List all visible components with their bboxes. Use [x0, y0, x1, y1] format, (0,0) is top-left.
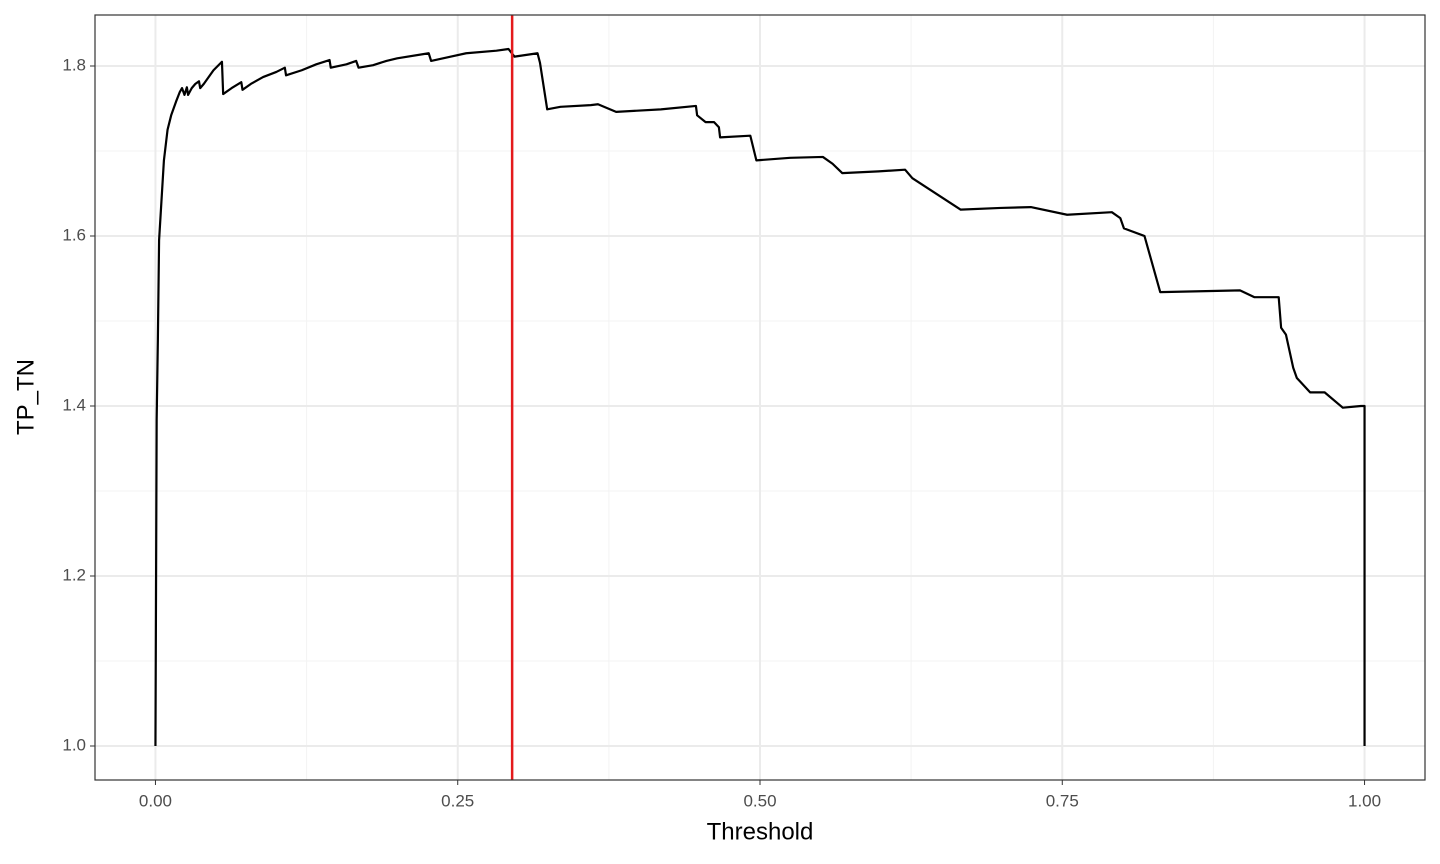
y-tick-label: 1.0 [62, 735, 86, 754]
y-tick-label: 1.4 [62, 395, 86, 414]
y-tick-label: 1.6 [62, 225, 86, 244]
x-tick-label: 0.75 [1046, 791, 1079, 810]
y-tick-label: 1.2 [62, 565, 86, 584]
x-tick-label: 0.50 [743, 791, 776, 810]
x-axis-title: Threshold [707, 818, 814, 845]
x-tick-label: 1.00 [1348, 791, 1381, 810]
x-tick-label: 0.25 [441, 791, 474, 810]
y-tick-label: 1.8 [62, 55, 86, 74]
x-tick-label: 0.00 [139, 791, 172, 810]
panel-border [94, 14, 1426, 781]
y-axis-title: TP_TN [12, 359, 39, 435]
